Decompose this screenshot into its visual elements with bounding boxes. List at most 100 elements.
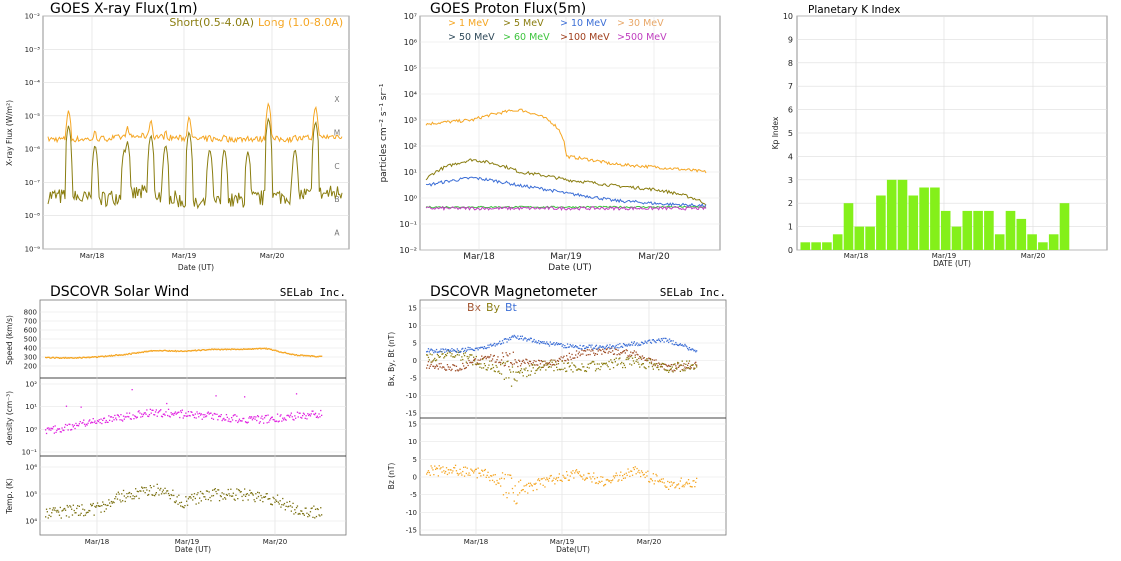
mag-bt-point (605, 345, 607, 348)
wind-temp-point (132, 495, 134, 497)
wind-temp-point (297, 513, 299, 515)
wind-temp-point (66, 504, 68, 507)
mag-bz-point (633, 468, 635, 471)
wind-speed-point (295, 354, 298, 356)
wind-speed-point (260, 348, 262, 350)
wind-speed-point (293, 353, 295, 356)
wind-density-point (201, 418, 203, 420)
wind-density-point (107, 421, 109, 423)
wind-temp-point (238, 489, 241, 492)
xray-title: GOES X-ray Flux(1m) (50, 1, 198, 17)
mag-by-point (450, 355, 452, 357)
wind-temp-point (206, 490, 209, 492)
wind-density-point (228, 418, 230, 420)
mag-by-point (432, 360, 434, 362)
wind-speed-point (54, 357, 56, 359)
mag-bz-point (576, 471, 579, 473)
mag-bz-point (655, 473, 657, 476)
wind-temp-point (158, 494, 160, 496)
wind-density-point (146, 409, 148, 411)
wind-density-point (321, 414, 323, 416)
mag-by-point (668, 369, 671, 372)
mag-by-point (598, 363, 600, 365)
mag-bx-point (584, 349, 586, 352)
mag-bt-point (560, 343, 562, 345)
mag-bx-point (640, 358, 643, 360)
mag-bz-point (615, 472, 617, 474)
wind-density-point (212, 414, 214, 416)
wind-density-point (159, 410, 161, 412)
wind-density-point (236, 415, 238, 417)
mag-bz-point (679, 480, 681, 482)
wind-temp-point (54, 507, 56, 509)
wind-density-point (259, 421, 261, 423)
wind-temp-point (286, 501, 288, 503)
mag-by-point (679, 370, 681, 372)
wind-density-point (103, 417, 106, 419)
wind-speed-point (154, 350, 156, 352)
wind-temp-point (291, 506, 293, 508)
wind-density-point (286, 414, 288, 417)
mag-by-point (565, 370, 567, 373)
mag-bz-point (596, 476, 598, 479)
wind-speed-point (68, 357, 70, 359)
wind-speed-point (103, 356, 105, 358)
wind-density-point (306, 418, 308, 420)
mag-bx-point (476, 362, 478, 364)
wind-speed-point (108, 355, 110, 357)
mag-bz-point (521, 489, 523, 491)
proton-y-tick-label: 10⁵ (404, 64, 417, 73)
mag-bx-point (588, 349, 590, 351)
wind-temp-point (45, 508, 48, 510)
mag-by-point (464, 352, 467, 354)
wind-speed-point (210, 349, 212, 351)
mag-bx-point (689, 366, 691, 368)
mag-bx-point (525, 358, 527, 360)
mag-by-point (486, 369, 488, 371)
wind-speed-point (247, 348, 249, 350)
mag-bz-point (444, 472, 446, 474)
mag-bz-point (636, 467, 638, 470)
wind-density-point (223, 417, 225, 420)
wind-density-point (128, 416, 130, 418)
mag-bt-point (624, 345, 626, 347)
kp-ylabel: Kp Index (771, 116, 780, 149)
wind-density-point (83, 423, 86, 425)
wind-speed-tick: 400 (24, 345, 37, 353)
mag-by-point (574, 365, 576, 367)
mag-bz-point (631, 470, 633, 472)
proton-y-tick-label: 10⁻² (399, 246, 417, 255)
wind-temp-point (89, 510, 91, 512)
mag-bx-point (618, 353, 620, 355)
mag-by-point (506, 361, 508, 363)
wind-density-point (63, 429, 65, 432)
wind-density-point (62, 429, 64, 431)
mag-by-point (660, 365, 663, 368)
mag-by-point (463, 355, 466, 357)
mag-bz-point (656, 475, 658, 477)
wind-temp-point (228, 493, 230, 495)
wind-temp-point (292, 502, 294, 504)
wind-density-point (93, 421, 95, 424)
wind-temp-points (45, 483, 323, 519)
mag-bx-point (462, 362, 464, 365)
mag-bx-point (630, 351, 632, 353)
wind-speed-point (201, 349, 203, 351)
wind-density-point (226, 416, 228, 418)
mag-bz-point (605, 479, 607, 481)
mag-bz-point (569, 475, 571, 477)
mag-bx-point (641, 355, 644, 357)
mag-bx-point (599, 349, 601, 351)
mag-by-point (577, 368, 579, 370)
mag-bz-point (432, 469, 434, 471)
mag-by-point (696, 366, 698, 368)
mag-bt-point (538, 340, 540, 342)
wind-speed-point (115, 354, 118, 356)
wind-speed-point (272, 349, 274, 351)
wind-density-point (257, 416, 260, 418)
wind-density-point (163, 413, 165, 415)
mag-bx-point (559, 358, 561, 360)
wind-temp-point (116, 498, 119, 500)
mag-bz-point (435, 467, 438, 469)
wind-density-point (143, 412, 145, 414)
